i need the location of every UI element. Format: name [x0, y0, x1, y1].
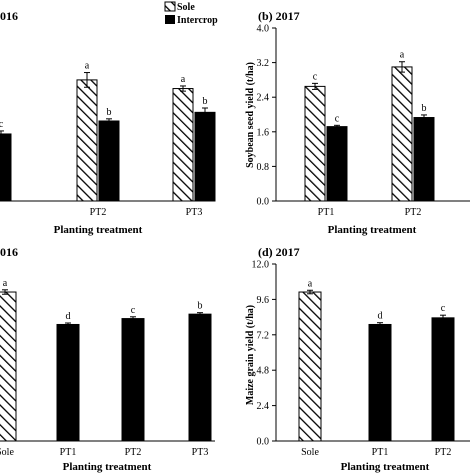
panel-c-bar-letter: c	[131, 305, 136, 316]
panel-d-bar	[431, 317, 455, 442]
panel-b-y-tick-label: 3.2	[257, 58, 270, 69]
panel-c-x-tick-label: Sole	[0, 447, 14, 458]
panel-c-bar-letter: b	[198, 301, 203, 312]
panel-d-x-tick-label: Sole	[301, 447, 319, 458]
chart-marks: PT1 PT2 PT3 b a a c b b 0.0 0.8 1.6 2.4 3.2 4.0 PT1 PT2 c…	[0, 24, 470, 458]
panel-c-title: 016	[0, 245, 18, 259]
legend: Sole Intercrop	[164, 1, 218, 26]
panel-a-x-tick-label: PT2	[90, 207, 107, 218]
panel-c-xlabel: Planting treatment	[63, 461, 152, 473]
panel-d-bar-letter: d	[378, 311, 383, 322]
panel-a-sole-bar	[172, 88, 194, 202]
panel-d-y-tick-label: 12.0	[252, 260, 270, 271]
panel-a-xlabel: Planting treatment	[54, 224, 143, 236]
panel-d-x-tick-label: PT2	[435, 447, 452, 458]
panel-b-intercrop-bar-letter: b	[422, 103, 427, 114]
panel-a-x-tick-label: PT3	[186, 207, 203, 218]
panel-d-y-tick-label: 4.8	[257, 366, 270, 377]
panel-c-bar	[188, 313, 212, 442]
legend-intercrop-swatch	[165, 15, 175, 24]
legend-intercrop-label: Intercrop	[177, 15, 218, 26]
panel-c-x-tick-label: PT1	[60, 447, 77, 458]
panel-c-x-tick-label: PT3	[192, 447, 209, 458]
panel-b-y-tick-label: 0.0	[257, 197, 270, 208]
panel-a-title: 016	[0, 9, 18, 23]
panel-c-bar-letter: a	[3, 278, 8, 289]
legend-sole-swatch	[164, 1, 176, 12]
panel-b-sole-bar-letter: a	[400, 50, 405, 61]
panel-d-title: (d) 2017	[258, 245, 300, 259]
panel-d-ylabel: Maize grain yield (t/ha)	[245, 305, 256, 405]
panel-b-intercrop-bar	[326, 126, 348, 202]
panel-b-sole-bar	[391, 66, 413, 202]
panel-c-bar	[56, 323, 80, 442]
panel-b-sole-bar-letter: c	[313, 71, 318, 82]
panel-d-y-tick-label: 7.2	[257, 330, 270, 341]
legend-sole-label: Sole	[177, 2, 195, 13]
panel-c-bar	[121, 318, 145, 442]
panel-d-bar	[298, 291, 322, 442]
panel-c-bar	[0, 291, 17, 442]
panel-a-sole-bar-letter: a	[85, 61, 90, 72]
panel-b-title: (b) 2017	[258, 9, 300, 23]
panel-a-intercrop-bar-letter: b	[107, 107, 112, 118]
panel-d-y-tick-label: 9.6	[257, 295, 270, 306]
panel-b-y-tick-label: 2.4	[257, 93, 270, 104]
panel-d-bar-letter: c	[441, 303, 446, 314]
panel-b-sole-bar	[304, 85, 326, 202]
panel-b-xlabel: Planting treatment	[328, 224, 417, 236]
panel-b-intercrop-bar-letter: c	[335, 113, 340, 124]
panel-d-x-tick-label: PT1	[372, 447, 389, 458]
panel-b-x-tick-label: PT2	[405, 207, 422, 218]
panel-b-intercrop-bar	[413, 117, 435, 202]
panel-d-bar-letter: a	[308, 278, 313, 289]
panel-d-bar	[368, 323, 392, 442]
panel-d-xlabel: Planting treatment	[341, 461, 430, 473]
panel-a-intercrop-bar	[0, 133, 12, 202]
panel-c-bar-letter: d	[66, 311, 71, 322]
panel-a-intercrop-bar-letter: b	[203, 96, 208, 107]
panel-c-x-tick-label: PT2	[125, 447, 142, 458]
panel-d-y-tick-label: 2.4	[257, 401, 270, 412]
panel-a-sole-bar	[76, 79, 98, 202]
panel-a-intercrop-bar	[194, 111, 216, 202]
panel-b-x-tick-label: PT1	[318, 207, 335, 218]
panel-a-intercrop-bar	[98, 120, 120, 202]
panel-a-sole-bar-letter: a	[181, 74, 186, 85]
panel-a-intercrop-bar-letter: c	[0, 119, 4, 130]
panel-b-y-tick-label: 4.0	[257, 24, 270, 35]
panel-b-y-tick-label: 1.6	[257, 127, 270, 138]
panel-b-y-tick-label: 0.8	[257, 162, 270, 173]
panel-d-y-tick-label: 0.0	[257, 437, 270, 448]
panel-b-ylabel: Soybean seed yield (t/ha)	[245, 62, 256, 168]
